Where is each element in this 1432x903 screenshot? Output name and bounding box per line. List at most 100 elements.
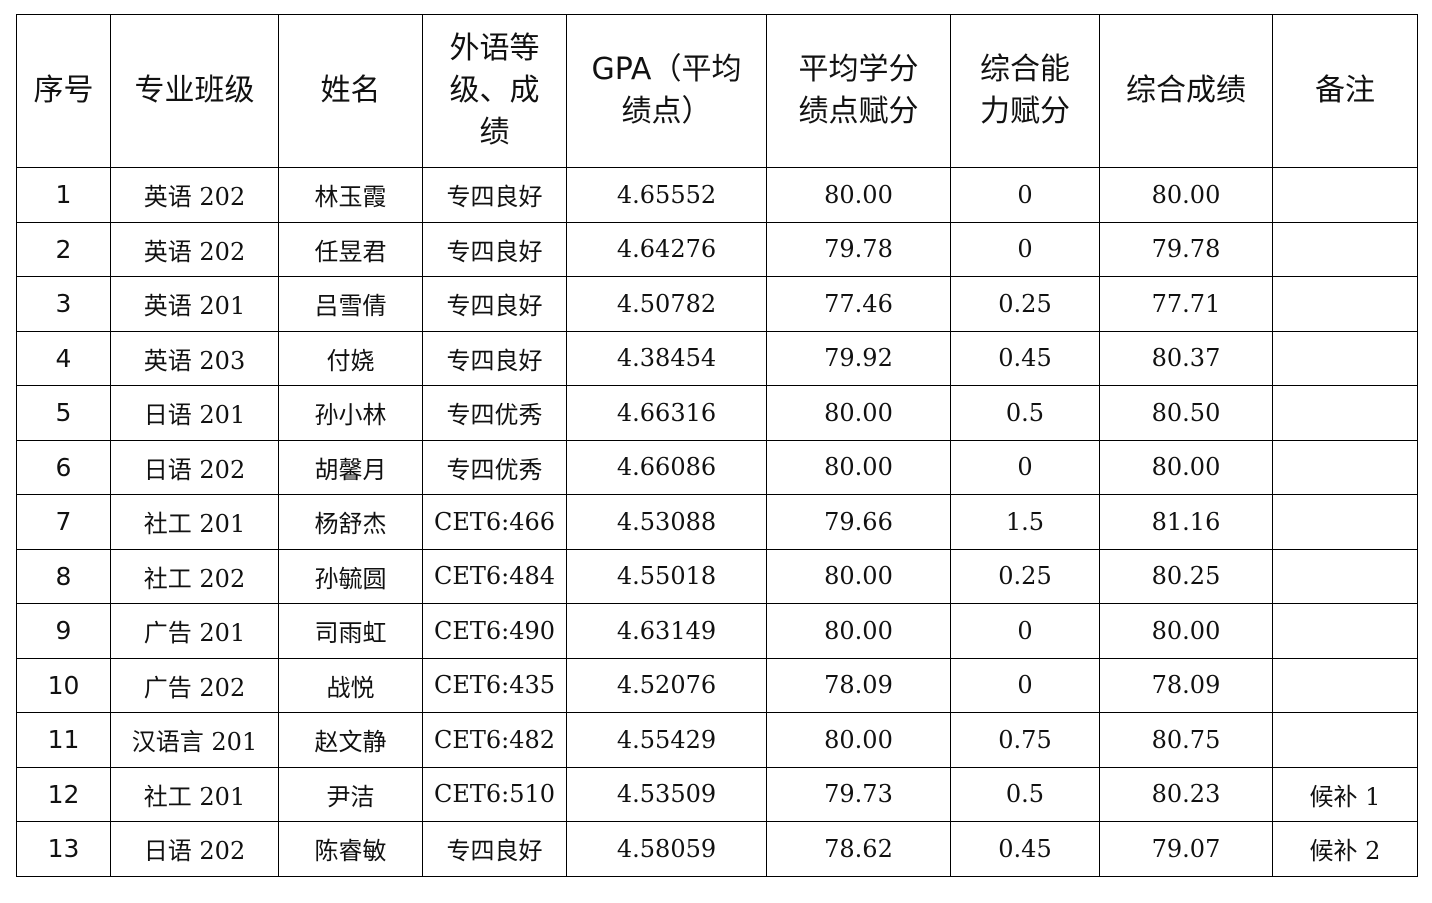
cell-class: 日语 202 [110,821,279,877]
cell-language-level: 专四良好 [422,276,567,332]
cell-remark [1272,221,1418,277]
cell-gpa: 4.53088 [566,494,767,550]
table-row: 2 英语 202 任昱君 专四良好 4.64276 79.78 0 79.78 [16,221,1418,277]
header-line: 综合成绩 [1126,73,1246,108]
cell-class: 社工 201 [110,766,279,822]
cell-ability-score: 0 [950,603,1100,659]
cell-remark [1272,548,1418,604]
cell-total-score: 80.00 [1099,167,1273,223]
cell-language-level: CET6:466 [422,494,567,550]
cell-total-score: 79.07 [1099,821,1273,877]
header-line: 绩点赋分 [798,94,919,129]
cell-total-score: 80.00 [1099,603,1273,659]
table-row: 11 汉语言 201 赵文静 CET6:482 4.55429 80.00 0.75 80.7… [16,712,1418,768]
cell-total-score: 81.16 [1099,494,1273,550]
cell-class: 日语 202 [110,439,279,495]
cell-ability-score: 0 [950,439,1100,495]
cell-gpa: 4.55018 [566,548,767,604]
header-language-level: 外语等 级、成绩 [422,14,567,168]
cell-name: 尹洁 [278,766,423,822]
cell-gpa-score: 80.00 [766,167,951,223]
cell-name: 胡馨月 [278,439,423,495]
header-line: 力赋分 [980,94,1070,129]
cell-gpa: 4.55429 [566,712,767,768]
table-row: 10 广告 202 战悦 CET6:435 4.52076 78.09 0 78.09 [16,657,1418,713]
cell-ability-score: 0.45 [950,330,1100,386]
cell-gpa: 4.52076 [566,657,767,713]
cell-language-level: 专四良好 [422,821,567,877]
cell-language-level: 专四良好 [422,330,567,386]
header-line: 外语等 [449,31,540,66]
header-line: 综合能 [980,52,1070,87]
cell-index: 12 [16,766,111,822]
cell-remark [1272,330,1418,386]
cell-remark: 候补 2 [1272,821,1418,877]
table-row: 6 日语 202 胡馨月 专四优秀 4.66086 80.00 0 80.00 [16,439,1418,495]
cell-total-score: 80.23 [1099,766,1273,822]
cell-gpa-score: 80.00 [766,548,951,604]
cell-index: 3 [16,276,111,332]
cell-name: 司雨虹 [278,603,423,659]
table-row: 5 日语 201 孙小林 专四优秀 4.66316 80.00 0.5 80.50 [16,385,1418,441]
cell-class: 英语 201 [110,276,279,332]
cell-gpa: 4.66316 [566,385,767,441]
table-row: 13 日语 202 陈睿敏 专四良好 4.58059 78.62 0.45 79.07 候补 2 [16,821,1418,877]
header-total-score: 综合成绩 [1099,14,1273,168]
cell-remark: 候补 1 [1272,766,1418,822]
cell-gpa-score: 80.00 [766,385,951,441]
table-row: 12 社工 201 尹洁 CET6:510 4.53509 79.73 0.5 80.23 候补… [16,766,1418,822]
cell-remark [1272,603,1418,659]
header-remark: 备注 [1272,14,1418,168]
cell-gpa-score: 79.66 [766,494,951,550]
cell-gpa-score: 77.46 [766,276,951,332]
header-line: 专业班级 [134,73,255,108]
cell-ability-score: 0 [950,221,1100,277]
cell-gpa: 4.50782 [566,276,767,332]
cell-gpa-score: 80.00 [766,712,951,768]
cell-name: 赵文静 [278,712,423,768]
cell-ability-score: 0.25 [950,276,1100,332]
cell-language-level: 专四优秀 [422,439,567,495]
cell-remark [1272,167,1418,223]
header-line: 平均学分 [798,52,919,87]
header-line: GPA（平均 [591,52,742,87]
ranking-table: 序号 专业班级 姓名 外语等 级、成绩 GPA（平均 绩点） 平均学分 绩点赋分 综合能 力赋分 综合… [16,14,1418,877]
cell-index: 1 [16,167,111,223]
cell-gpa: 4.38454 [566,330,767,386]
cell-name: 孙小林 [278,385,423,441]
cell-gpa-score: 80.00 [766,603,951,659]
cell-index: 2 [16,221,111,277]
cell-index: 9 [16,603,111,659]
cell-class: 英语 202 [110,221,279,277]
cell-class: 汉语言 201 [110,712,279,768]
cell-remark [1272,385,1418,441]
cell-language-level: CET6:435 [422,657,567,713]
cell-total-score: 78.09 [1099,657,1273,713]
table-row: 8 社工 202 孙毓圆 CET6:484 4.55018 80.00 0.25 80.25 [16,548,1418,604]
cell-total-score: 80.25 [1099,548,1273,604]
cell-language-level: CET6:484 [422,548,567,604]
cell-gpa: 4.64276 [566,221,767,277]
cell-gpa-score: 79.78 [766,221,951,277]
cell-gpa: 4.53509 [566,766,767,822]
cell-gpa-score: 79.92 [766,330,951,386]
header-line: 级、成 [449,73,540,108]
table-row: 3 英语 201 吕雪倩 专四良好 4.50782 77.46 0.25 77.71 [16,276,1418,332]
cell-remark [1272,494,1418,550]
header-class: 专业班级 [110,14,279,168]
cell-total-score: 80.37 [1099,330,1273,386]
cell-ability-score: 0.25 [950,548,1100,604]
table-row: 7 社工 201 杨舒杰 CET6:466 4.53088 79.66 1.5 81.16 [16,494,1418,550]
cell-name: 陈睿敏 [278,821,423,877]
cell-remark [1272,657,1418,713]
cell-gpa: 4.65552 [566,167,767,223]
cell-language-level: CET6:510 [422,766,567,822]
cell-index: 13 [16,821,111,877]
table-row: 4 英语 203 付娆 专四良好 4.38454 79.92 0.45 80.37 [16,330,1418,386]
cell-ability-score: 0 [950,167,1100,223]
cell-class: 英语 202 [110,167,279,223]
ranking-table-container: 序号 专业班级 姓名 外语等 级、成绩 GPA（平均 绩点） 平均学分 绩点赋分 综合能 力赋分 综合… [16,14,1418,877]
header-ability-score: 综合能 力赋分 [950,14,1100,168]
cell-class: 广告 201 [110,603,279,659]
cell-ability-score: 0.5 [950,385,1100,441]
